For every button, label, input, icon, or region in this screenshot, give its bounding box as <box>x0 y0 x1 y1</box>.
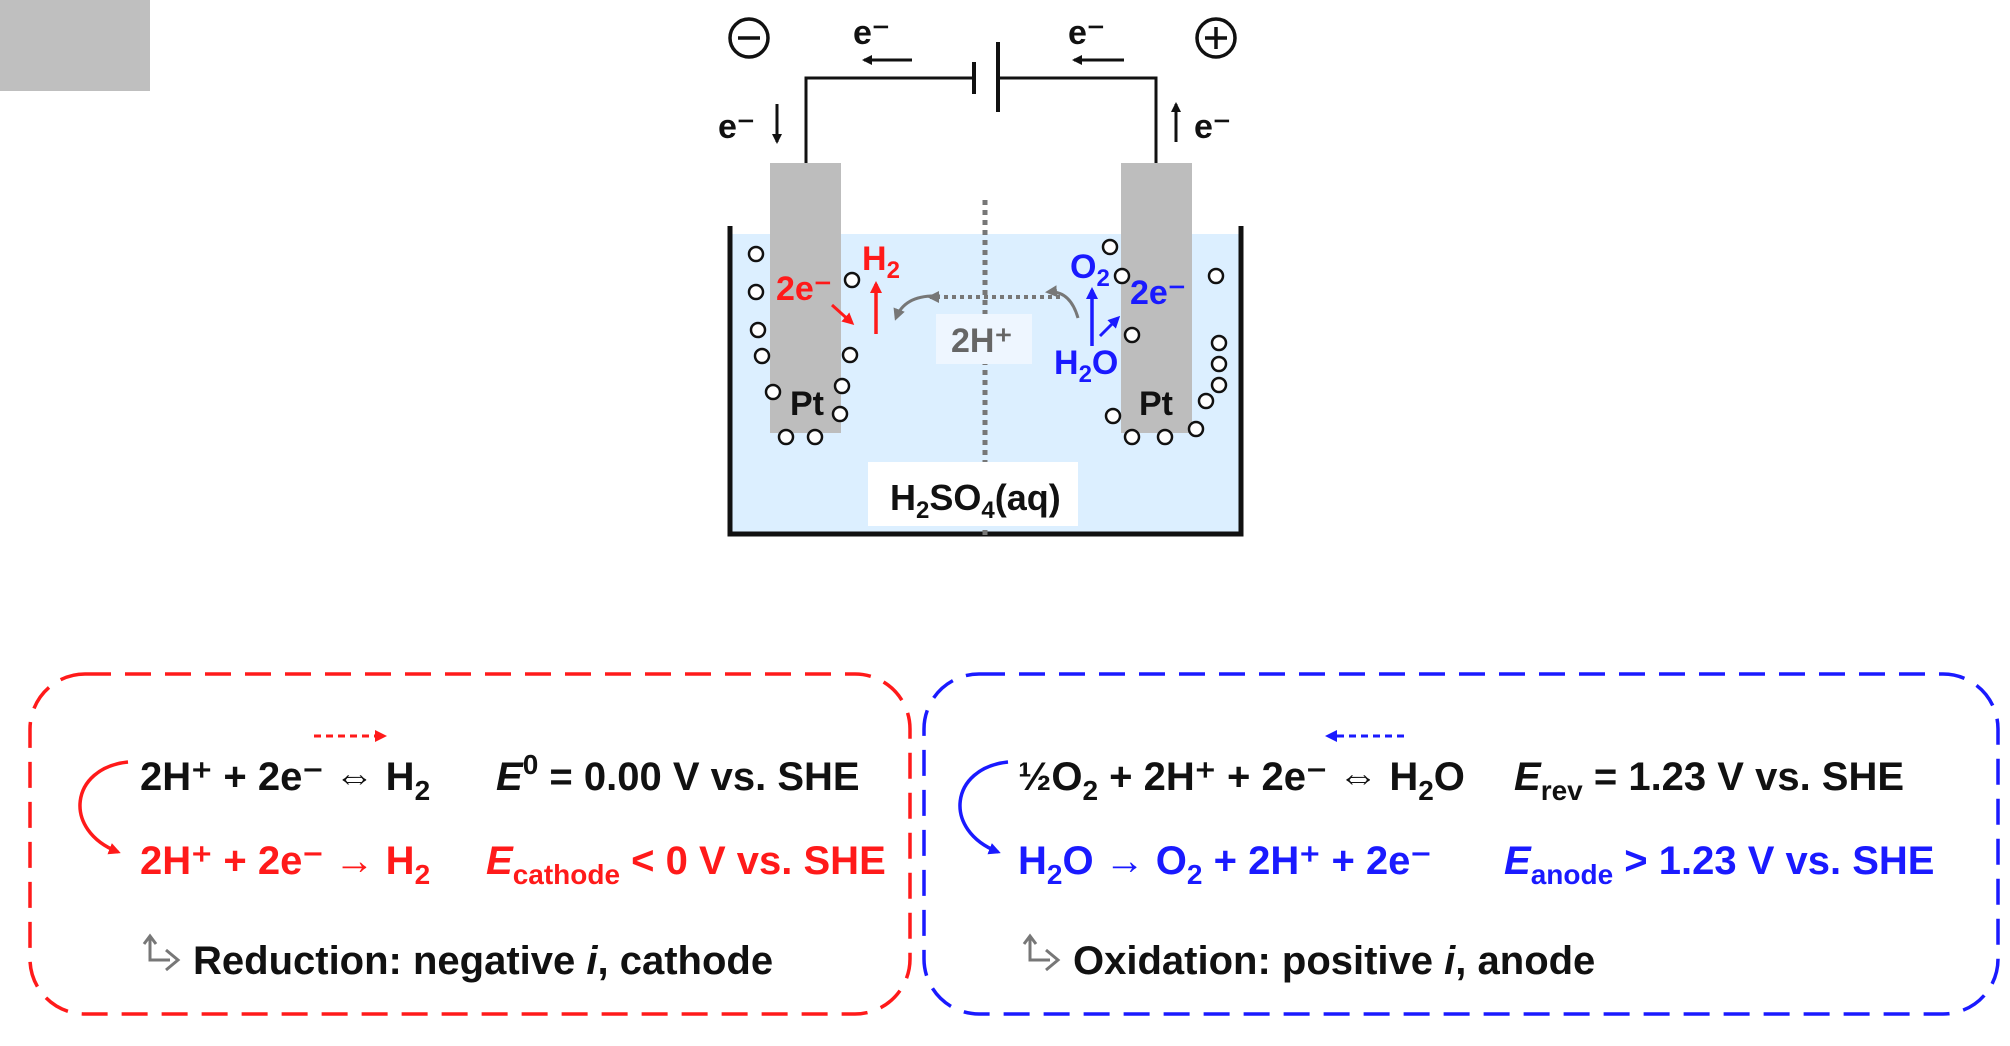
reduction-hook-arrow-icon <box>142 933 181 972</box>
cathode-electrode <box>770 163 841 433</box>
electrolyte-label: H2SO4(aq) <box>890 477 1061 524</box>
oxidation-curved-arrow <box>958 760 1009 855</box>
reduction-eq1: 2H⁺ + 2e⁻ ⇔ H2 <box>140 755 430 806</box>
cathode-metal-label: Pt <box>790 385 824 423</box>
electrolytic-cell: e⁻ e⁻ e⁻ e⁻ 2e⁻ H2 <box>718 14 1244 538</box>
cathode-electron-arrow <box>830 303 855 326</box>
circle-plus-icon <box>1195 17 1237 59</box>
reduction-pot1: E0 = 0.00 V vs. SHE <box>496 749 860 799</box>
external-wire <box>804 76 1158 163</box>
reduction-pot2: Ecathode < 0 V vs. SHE <box>486 839 886 890</box>
oxidation-box-border <box>922 672 2000 1016</box>
oxidation-pot2: Eanode > 1.23 V vs. SHE <box>1504 839 1934 890</box>
top-right-electron-label: e⁻ <box>1068 14 1105 52</box>
anode-h2o-label: H2O <box>1054 344 1118 388</box>
cathode-bubbles <box>747 245 861 446</box>
left-electron-label: e⁻ <box>718 108 755 146</box>
reduction-curved-arrow <box>78 760 129 855</box>
reduction-eq2: 2H⁺ + 2e⁻ → H2 <box>140 839 430 890</box>
anode-electrons-label: 2e⁻ <box>1130 274 1186 312</box>
proton-curve-right <box>1045 285 1080 319</box>
circle-minus-icon <box>728 17 770 59</box>
cathode-h2-label: H2 <box>862 240 900 284</box>
right-electron-label: e⁻ <box>1194 108 1231 146</box>
electrolyte-label-bg <box>868 462 1078 526</box>
proton-label-bg <box>936 314 1032 364</box>
top-left-electron-label: e⁻ <box>853 14 890 52</box>
cathode-electrons-label: 2e⁻ <box>776 270 832 308</box>
oxidation-eq1: ½O2 + 2H⁺ + 2e⁻ ⇔ H2O <box>1018 755 1465 806</box>
anode-electrode <box>1121 163 1192 433</box>
proton-curve-left <box>893 294 941 321</box>
oxidation-pot1: Erev = 1.23 V vs. SHE <box>1514 755 1904 806</box>
anode-o2-label: O2 <box>1070 248 1110 292</box>
oxidation-eq2: H2O → O2 + 2H⁺ + 2e⁻ <box>1018 839 1432 890</box>
oxidation-box: ½O2 + 2H⁺ + 2e⁻ ⇔ H2O Erev = 1.23 V vs. … <box>922 672 2000 1016</box>
anode-electron-arrow <box>1098 315 1121 338</box>
reduction-note: Reduction: negative i, cathode <box>193 939 773 983</box>
oxidation-hook-arrow-icon <box>1022 933 1061 972</box>
oxidation-note: Oxidation: positive i, anode <box>1073 939 1595 983</box>
proton-label: 2H⁺ <box>951 322 1012 360</box>
reduction-box: 2H⁺ + 2e⁻ ⇔ H2 E0 = 0.00 V vs. SHE 2H⁺ +… <box>28 672 912 1016</box>
anode-bubbles <box>1101 238 1228 446</box>
reduction-box-border <box>28 672 912 1016</box>
corner-tab <box>0 0 150 91</box>
anode-metal-label: Pt <box>1139 385 1173 423</box>
